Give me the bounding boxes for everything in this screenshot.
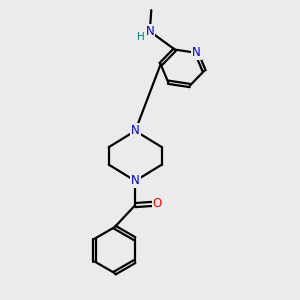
Text: N: N [146,25,154,38]
Text: N: N [192,46,201,59]
Text: N: N [131,174,140,188]
Text: H: H [136,32,144,42]
Text: N: N [131,124,140,137]
Text: O: O [153,197,162,210]
